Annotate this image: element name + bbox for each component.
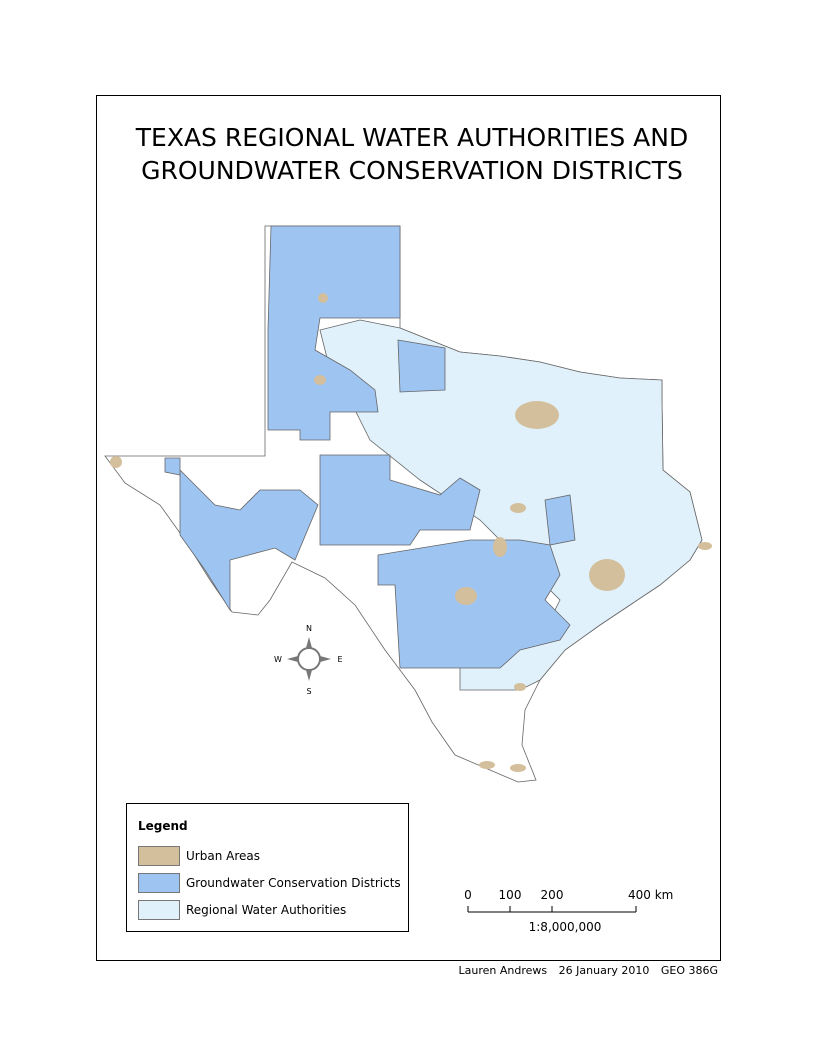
title-line: TEXAS REGIONAL WATER AUTHORITIES AND — [135, 123, 688, 152]
compass-label: S — [306, 687, 311, 696]
legend-swatch — [138, 846, 180, 866]
urban-area — [455, 587, 477, 605]
gcd-region — [267, 225, 401, 441]
gcd-region — [397, 339, 446, 393]
urban-area — [514, 683, 526, 691]
scale-bar: 1:8,000,000 0 100 200 400 km — [464, 888, 673, 934]
compass-label: E — [337, 655, 342, 664]
compass-label: N — [306, 624, 312, 633]
urban-area — [698, 542, 712, 550]
urban-area — [510, 764, 526, 772]
gcd-region — [377, 539, 571, 669]
legend-label: Groundwater Conservation Districts — [186, 876, 401, 890]
compass-label: W — [274, 655, 282, 664]
gcd-region — [319, 454, 481, 546]
scale-tick-label: 400 km — [628, 888, 673, 902]
footer: Lauren Andrews 26 January 2010 GEO 386G — [459, 964, 718, 977]
urban-area — [479, 761, 495, 769]
gcd-region — [164, 457, 181, 476]
urban-area — [589, 559, 625, 591]
map — [104, 225, 712, 783]
title-line: GROUNDWATER CONSERVATION DISTRICTS — [141, 156, 683, 185]
scale-tick-label: 0 — [464, 888, 472, 902]
legend-swatch — [138, 873, 180, 893]
urban-area — [510, 503, 526, 513]
urban-area — [110, 456, 122, 468]
compass: N S E W — [274, 624, 342, 696]
scale-tick-label: 100 — [499, 888, 522, 902]
legend: Legend Urban Areas Groundwater Conservati… — [126, 803, 409, 932]
scale-tick-label: 200 — [541, 888, 564, 902]
rwa-region — [319, 319, 703, 691]
date: 26 January 2010 — [559, 964, 650, 977]
legend-swatch — [138, 900, 180, 920]
urban-area — [314, 375, 326, 385]
urban-areas — [110, 293, 712, 772]
urban-area — [493, 537, 507, 557]
course: GEO 386G — [661, 964, 718, 977]
gcd-region — [544, 494, 576, 546]
author: Lauren Andrews — [459, 964, 548, 977]
urban-area — [318, 293, 328, 303]
gcd-region — [179, 469, 319, 612]
legend-title: Legend — [138, 819, 188, 833]
urban-area — [515, 401, 559, 429]
scale-ratio: 1:8,000,000 — [529, 920, 602, 934]
legend-label: Regional Water Authorities — [186, 903, 346, 917]
legend-label: Urban Areas — [186, 849, 260, 863]
